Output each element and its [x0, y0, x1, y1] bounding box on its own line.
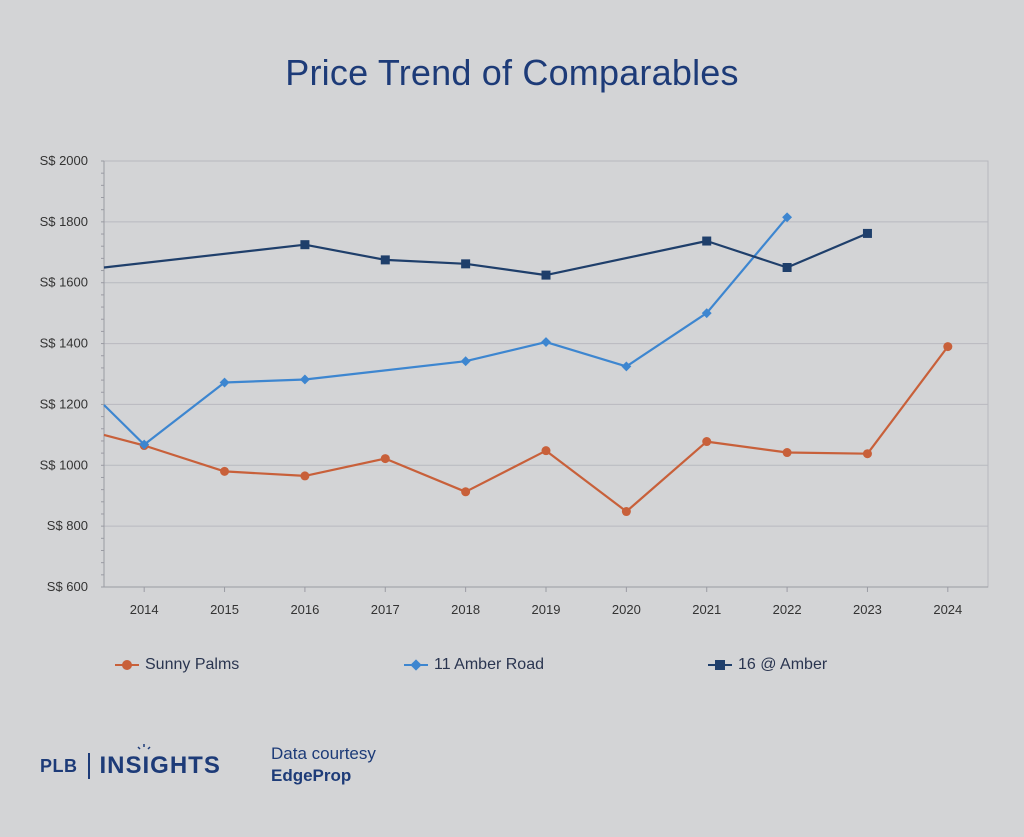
data-point [380, 255, 390, 265]
y-tick-label: S$ 1200 [40, 396, 88, 411]
x-tick-label: 2023 [853, 602, 882, 617]
plot-area [103, 160, 989, 588]
brand-insights: INSIGHTS [99, 744, 221, 780]
legend-label: 11 Amber Road [434, 656, 544, 673]
brand-divider [87, 753, 90, 779]
legend-item-sunny-palms: Sunny Palms [115, 654, 239, 676]
x-tick-label: 2020 [612, 602, 641, 617]
data-point [300, 240, 310, 250]
x-tick-label: 2017 [371, 602, 400, 617]
data-point [460, 356, 471, 367]
brand-insights-text: INSIGHTS [99, 752, 221, 779]
legend-swatch-circle-icon [115, 659, 139, 671]
data-point [461, 487, 471, 497]
data-point [299, 374, 310, 385]
data-point [782, 263, 792, 272]
x-tick-label: 2024 [933, 602, 962, 617]
chart-title: Price Trend of Comparables [285, 52, 739, 93]
y-tick-label: S$ 1800 [40, 214, 88, 229]
data-point [621, 361, 632, 372]
legend-item-11-amber-road: 11 Amber Road [404, 654, 544, 676]
data-point [862, 449, 872, 459]
data-point [541, 446, 551, 456]
x-tick-label: 2021 [692, 602, 721, 617]
y-tick-label: S$ 1400 [40, 336, 88, 351]
data-point [701, 308, 712, 319]
data-point [782, 448, 792, 458]
data-point [702, 236, 712, 246]
data-point [702, 437, 712, 447]
credit-label: Data courtesy [271, 744, 376, 763]
series-line-2 [103, 232, 868, 277]
data-point [219, 377, 230, 388]
data-point [862, 228, 872, 238]
plb-insights-logo: PLB INSIGHTS [40, 744, 221, 780]
legend-label: Sunny Palms [145, 656, 240, 673]
legend-swatch-square-icon [708, 659, 732, 671]
x-tick-label: 2015 [210, 602, 239, 617]
data-point [380, 454, 390, 464]
x-tick-label: 2019 [532, 602, 561, 617]
legend-swatch-diamond-icon [404, 659, 428, 671]
x-tick-label: 2014 [130, 602, 159, 617]
data-point [541, 270, 551, 280]
y-tick-label: S$ 800 [47, 518, 88, 533]
data-point [943, 342, 953, 352]
y-tick-label: S$ 600 [47, 579, 88, 594]
brand-plb: PLB [40, 755, 78, 776]
data-point [139, 439, 150, 450]
data-point [461, 259, 471, 269]
credit-source: EdgeProp [271, 766, 352, 785]
x-tick-label: 2016 [290, 602, 319, 617]
y-tick-label: S$ 1600 [40, 275, 88, 290]
data-point [621, 507, 631, 517]
x-tick-label: 2018 [451, 602, 480, 617]
y-tick-label: S$ 2000 [40, 153, 88, 168]
data-credit: Data courtesy EdgeProp [271, 743, 376, 787]
legend-item-16-at-amber: 16 @ Amber [708, 654, 827, 676]
y-tick-label: S$ 1000 [40, 457, 88, 472]
legend-label: 16 @ Amber [738, 656, 828, 673]
line-chart: S$ 600 S$ 800 S$ 1000 S$ 1200 S$ 1400 S$ 1600… [40, 153, 989, 617]
series-line-0 [103, 345, 949, 513]
data-point [220, 466, 230, 476]
data-point [782, 212, 793, 223]
data-point [541, 337, 551, 347]
lightbulb-rays-icon [136, 744, 151, 750]
x-tick-label: 2022 [773, 602, 802, 617]
data-point [300, 471, 310, 481]
